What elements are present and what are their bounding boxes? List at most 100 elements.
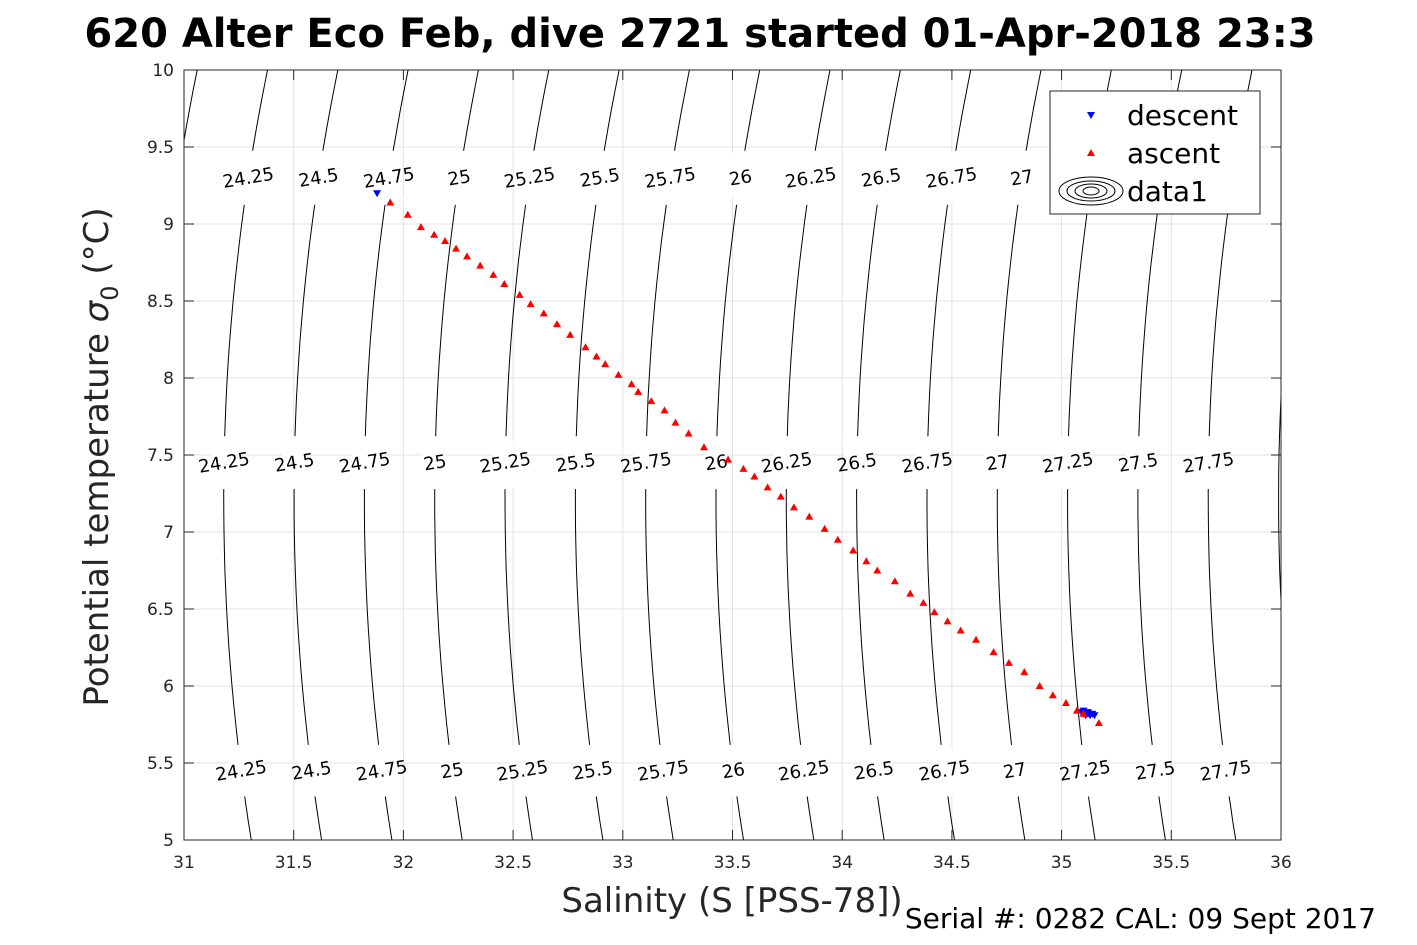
contour-label-gap: [647, 743, 679, 799]
ascent-point: [647, 397, 656, 405]
isopycnal-line: [1349, 70, 1393, 840]
y-tick-label: 6: [163, 677, 174, 697]
contour-label-gap: [577, 743, 608, 799]
legend-contour-icon: [1074, 183, 1108, 199]
contour-label-gap: [514, 150, 545, 206]
contour-label-gap: [718, 743, 749, 799]
contour-label: 25.75: [619, 449, 673, 478]
x-tick-label: 35.5: [1152, 853, 1190, 873]
contour-label-gap: [584, 150, 616, 206]
contour-label-gap: [999, 743, 1030, 799]
ascent-point: [441, 236, 450, 244]
contour-label: 24.5: [297, 165, 340, 192]
ascent-point: [614, 370, 623, 378]
contour-label-gap: [655, 150, 686, 206]
contour-label-gap: [1140, 743, 1171, 799]
contour-label: 24.75: [355, 757, 409, 786]
ascent-point: [416, 223, 425, 231]
ascent-point: [1079, 709, 1088, 717]
contour-label-gap: [366, 743, 397, 799]
contour-label-gap: [1069, 743, 1101, 799]
contour-label: 27.5: [1134, 758, 1177, 785]
ascent-point: [476, 261, 485, 269]
contour-label-gap: [630, 435, 662, 491]
ascent-point: [862, 557, 871, 565]
contour-label: 27.25: [1058, 757, 1112, 786]
contour-label-gap: [303, 150, 334, 206]
contour-label: 24.25: [214, 757, 268, 786]
contour-label: 25: [439, 759, 465, 783]
contour-label: 26.25: [777, 757, 831, 786]
ascent-point: [463, 252, 472, 260]
x-axis-ticks: 31 31.5 32 32.5 33 33.5 34 34.5 35 35.5 36: [173, 70, 1292, 873]
ascent-point: [805, 512, 814, 520]
ascent-point: [699, 443, 708, 451]
y-tick-label: 9.5: [147, 138, 174, 158]
ascent-point: [724, 455, 733, 463]
contour-label: 24.75: [362, 164, 416, 193]
ascent-point: [515, 290, 524, 298]
contour-label: 24.5: [273, 450, 316, 477]
contour-label-gap: [1052, 435, 1084, 491]
ascent-point: [430, 230, 439, 238]
ascent-point: [403, 210, 412, 218]
contour-label: 25: [422, 451, 448, 475]
ascent-point: [750, 472, 759, 480]
legend-label-descent: descent: [1127, 99, 1238, 132]
contour-label-gap: [788, 743, 819, 799]
y-tick-label: 8: [163, 369, 174, 389]
contour-label: 27.75: [1181, 449, 1235, 478]
contour-label: 26: [720, 759, 746, 783]
contour-labels: 24.25 24.5 24.75 25 25.25 25.5 25.75 26 26.25 26.…: [197, 150, 1260, 799]
ascent-point: [500, 280, 509, 288]
contour-label: 24.75: [338, 449, 392, 478]
contour-label-gap: [373, 150, 405, 206]
ascent-point: [919, 598, 928, 606]
legend-contour-icon: [1066, 180, 1116, 202]
y-tick-label: 5: [163, 831, 174, 851]
contour-label-gap: [1193, 435, 1224, 491]
y-tick-label: 7: [163, 523, 174, 543]
contour-label-gap: [858, 743, 890, 799]
contour-label: 24.25: [221, 164, 275, 193]
contour-label: 27.25: [1041, 449, 1095, 478]
x-tick-label: 32.5: [494, 853, 532, 873]
legend-label-data1: data1: [1127, 175, 1208, 208]
contour-label: 27: [1009, 166, 1035, 190]
x-tick-label: 33.5: [714, 853, 752, 873]
y-tick-label: 7.5: [147, 446, 174, 466]
contour-label: 25.5: [571, 758, 614, 785]
ascent-point: [452, 244, 461, 252]
y-tick-label: 6.5: [147, 600, 174, 620]
ascent-point: [776, 492, 785, 500]
contour-label: 25.25: [495, 757, 549, 786]
descent-point: [1090, 712, 1099, 720]
ascent-point: [1094, 718, 1103, 726]
ascent-point: [552, 320, 561, 328]
contour-label: 26.75: [917, 757, 971, 786]
ascent-point: [1035, 682, 1044, 689]
ascent-point: [789, 503, 798, 511]
ascent-point: [660, 406, 669, 414]
contour-label: 26: [728, 166, 754, 190]
contour-label: 26: [703, 451, 729, 475]
ascent-point: [592, 352, 601, 360]
y-tick-label: 8.5: [147, 292, 174, 312]
ascent-point: [684, 429, 693, 437]
data-points: [373, 190, 1103, 726]
ascent-point: [890, 577, 899, 585]
contour-label: 27.75: [1199, 757, 1253, 786]
y-tick-label: 9: [163, 215, 174, 235]
contour-label-gap: [929, 743, 960, 799]
contour-label-gap: [437, 743, 468, 799]
contour-label: 26.25: [784, 164, 838, 193]
contour-label: 25.25: [478, 449, 532, 478]
contour-label: 26.5: [860, 165, 903, 192]
contour-label: 27: [985, 451, 1011, 475]
serial-cal-footer: Serial #: 0282 CAL: 09 Sept 2017: [905, 902, 1376, 935]
y-axis-label-unit: (°C): [77, 207, 117, 285]
legend: descent ascent data1: [1049, 90, 1261, 215]
contour-label-gap: [701, 435, 732, 491]
contour-label: 25.75: [643, 164, 697, 193]
